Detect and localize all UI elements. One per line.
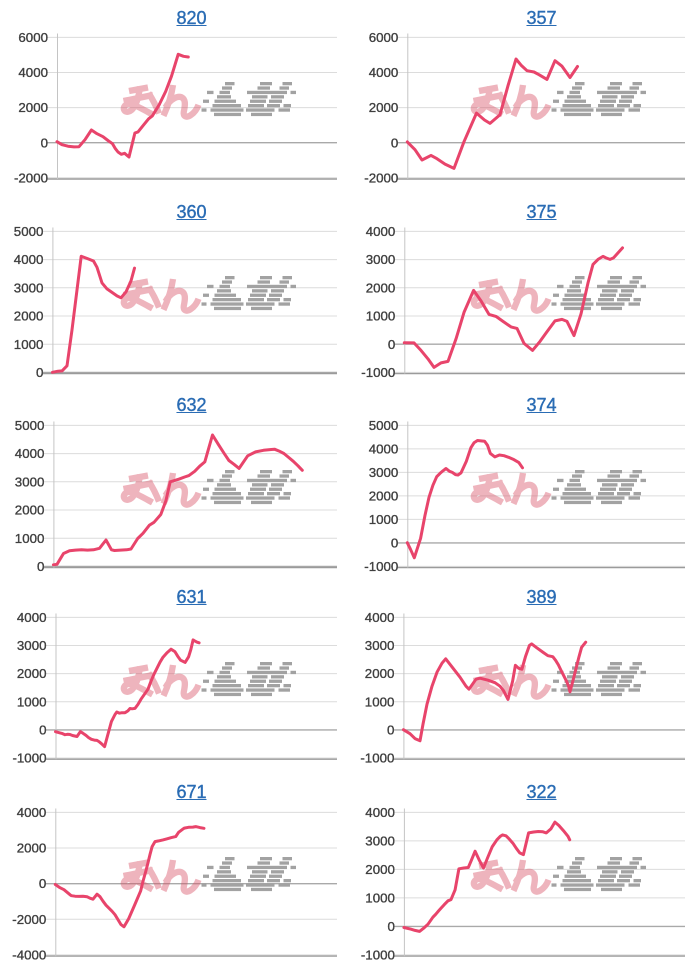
svg-text:0: 0 <box>391 535 398 550</box>
svg-text:0: 0 <box>41 136 48 151</box>
svg-text:1000: 1000 <box>366 309 396 324</box>
svg-text:-1000: -1000 <box>364 559 398 574</box>
svg-text:2000: 2000 <box>17 840 47 855</box>
svg-text:0: 0 <box>39 876 46 891</box>
svg-text:4000: 4000 <box>17 610 47 625</box>
svg-text:3000: 3000 <box>365 638 395 653</box>
svg-text:3000: 3000 <box>365 833 395 848</box>
svg-text:2000: 2000 <box>365 862 395 877</box>
svg-text:4000: 4000 <box>17 805 47 820</box>
svg-text:1000: 1000 <box>365 890 395 905</box>
svg-text:4000: 4000 <box>369 65 399 80</box>
svg-text:2000: 2000 <box>17 666 47 681</box>
svg-text:-1000: -1000 <box>361 365 395 380</box>
svg-text:3000: 3000 <box>366 252 396 267</box>
svg-text:3000: 3000 <box>15 474 45 489</box>
svg-text:0: 0 <box>391 136 398 151</box>
svg-text:4000: 4000 <box>365 610 395 625</box>
svg-text:0: 0 <box>388 337 395 352</box>
svg-text:4000: 4000 <box>18 65 48 80</box>
svg-text:2000: 2000 <box>365 666 395 681</box>
svg-text:-2000: -2000 <box>12 912 46 927</box>
svg-text:0: 0 <box>36 365 43 380</box>
svg-text:2000: 2000 <box>369 100 399 115</box>
svg-text:1000: 1000 <box>15 530 45 545</box>
svg-text:5000: 5000 <box>14 224 44 239</box>
svg-text:-1000: -1000 <box>360 750 394 765</box>
svg-text:4000: 4000 <box>14 252 44 267</box>
svg-text:5000: 5000 <box>369 418 399 433</box>
svg-text:1000: 1000 <box>14 337 44 352</box>
svg-text:2000: 2000 <box>366 280 396 295</box>
svg-text:6000: 6000 <box>369 30 399 45</box>
svg-text:3000: 3000 <box>17 638 47 653</box>
svg-text:0: 0 <box>387 722 394 737</box>
svg-text:-4000: -4000 <box>12 947 46 962</box>
svg-text:1000: 1000 <box>17 694 47 709</box>
svg-text:3000: 3000 <box>369 465 399 480</box>
svg-text:-1000: -1000 <box>12 750 46 765</box>
svg-text:4000: 4000 <box>365 805 395 820</box>
svg-text:0: 0 <box>387 919 394 934</box>
svg-text:-1000: -1000 <box>361 947 395 962</box>
svg-text:2000: 2000 <box>15 502 45 517</box>
svg-text:4000: 4000 <box>366 224 396 239</box>
svg-text:5000: 5000 <box>15 418 45 433</box>
svg-text:4000: 4000 <box>15 446 45 461</box>
svg-text:0: 0 <box>39 722 46 737</box>
svg-text:3000: 3000 <box>14 280 44 295</box>
svg-text:-2000: -2000 <box>364 171 398 186</box>
svg-text:2000: 2000 <box>14 309 44 324</box>
svg-text:1000: 1000 <box>369 512 399 527</box>
svg-text:0: 0 <box>37 559 44 574</box>
svg-text:2000: 2000 <box>369 488 399 503</box>
svg-text:6000: 6000 <box>18 30 48 45</box>
svg-text:2000: 2000 <box>18 100 48 115</box>
svg-text:4000: 4000 <box>369 441 399 456</box>
svg-text:1000: 1000 <box>365 694 395 709</box>
svg-text:-2000: -2000 <box>14 171 48 186</box>
